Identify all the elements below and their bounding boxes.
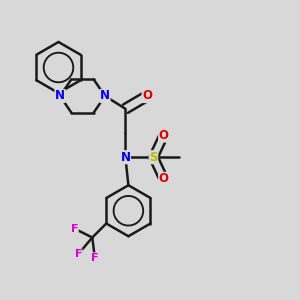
- Text: F: F: [91, 253, 99, 263]
- Text: N: N: [55, 89, 65, 103]
- Text: S: S: [149, 151, 158, 164]
- Text: F: F: [74, 249, 82, 259]
- Text: O: O: [159, 172, 169, 185]
- Text: F: F: [71, 224, 78, 234]
- Text: O: O: [142, 89, 152, 103]
- Text: N: N: [100, 89, 110, 103]
- Text: N: N: [120, 151, 130, 164]
- Text: O: O: [159, 129, 169, 142]
